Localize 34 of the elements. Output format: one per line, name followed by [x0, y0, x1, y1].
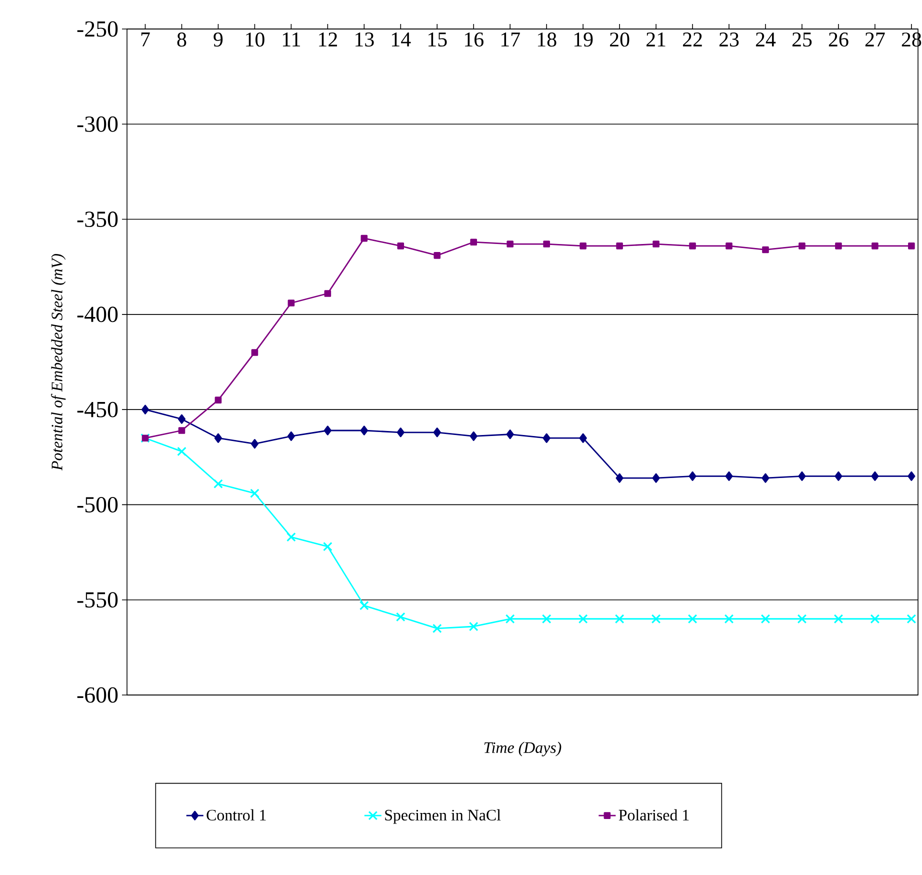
x-tick-label: 10 [246, 32, 264, 47]
x-tick-label: 16 [464, 32, 484, 47]
x-tick-label: 9 [214, 32, 223, 47]
legend-label: Control 1 [206, 809, 266, 821]
x-tick-label: 8 [177, 32, 186, 47]
x-tick-label: 19 [574, 32, 593, 47]
x-tick-label: 26 [828, 32, 848, 47]
x-tick-label: 18 [538, 32, 556, 47]
y-tick-label: -400 [77, 306, 118, 322]
x-tick-label: 15 [428, 32, 447, 47]
x-tick-label: 12 [319, 32, 337, 46]
x-tick-label: 22 [682, 32, 702, 46]
x-tick-label: 20 [610, 32, 630, 47]
x-axis-title: Time (Days) [484, 742, 562, 756]
x-tick-label: 23 [719, 32, 739, 47]
legend-label: Polarised 1 [618, 809, 689, 821]
y-axis-title: Potential of Embedded Steel (mV) [51, 254, 66, 471]
y-tick-label: -300 [77, 116, 118, 132]
y-tick-label: -450 [77, 402, 118, 418]
y-tick-label: -250 [77, 21, 118, 37]
x-tick-label: 11 [282, 32, 300, 46]
y-tick-label: -350 [77, 212, 118, 228]
x-tick-label: 21 [646, 32, 666, 46]
y-tick-label: -600 [77, 687, 118, 703]
y-tick-label: -500 [77, 496, 118, 512]
x-tick-label: 14 [392, 32, 411, 46]
x-tick-label: 25 [792, 32, 812, 47]
x-tick-label: 17 [501, 32, 520, 46]
x-tick-label: 24 [756, 32, 776, 46]
x-tick-label: 27 [865, 32, 885, 46]
x-tick-label: 13 [356, 32, 374, 47]
legend-label: Specimen in NaCl [385, 809, 501, 824]
y-tick-label: -550 [77, 592, 118, 608]
x-tick-label: 7 [141, 32, 150, 46]
